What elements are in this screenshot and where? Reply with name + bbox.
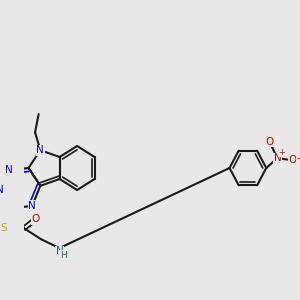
Text: N: N <box>56 246 63 256</box>
Text: -: - <box>296 153 300 163</box>
Text: O: O <box>31 214 39 224</box>
Text: N: N <box>274 153 281 163</box>
Text: O: O <box>288 155 297 165</box>
Text: H: H <box>60 250 67 260</box>
Text: +: + <box>278 148 285 157</box>
Text: N: N <box>0 185 4 195</box>
Text: N: N <box>28 201 36 211</box>
Text: N: N <box>37 145 44 155</box>
Text: S: S <box>1 223 7 233</box>
Text: N: N <box>4 165 12 175</box>
Text: O: O <box>265 136 273 147</box>
